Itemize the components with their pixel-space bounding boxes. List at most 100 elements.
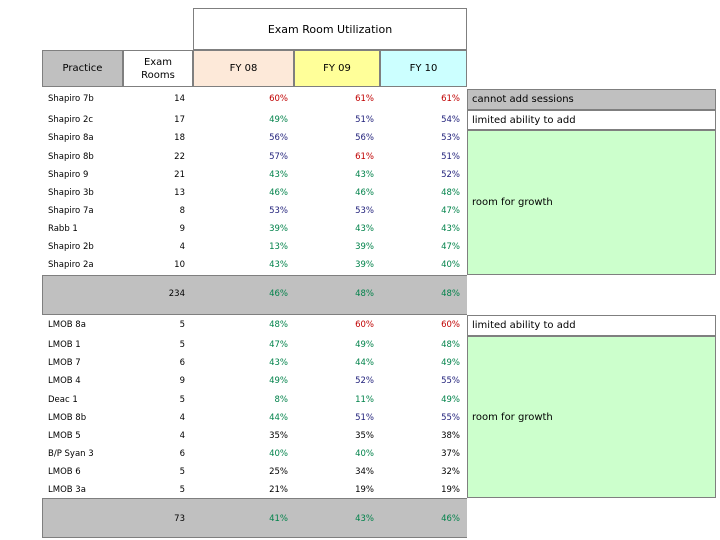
table-row-fy08: 8% — [274, 395, 289, 405]
table-row-fy10: 49% — [441, 358, 460, 368]
table-row-fy09: 49% — [355, 340, 374, 350]
note-room-for-growth-group2-text: room for growth — [472, 411, 553, 423]
table-row-name: Shapiro 2b — [48, 242, 94, 252]
table-row-fy09: 52% — [355, 376, 374, 386]
table-row-fy10: 55% — [441, 376, 460, 386]
note-limited-group1: limited ability to add — [467, 110, 716, 130]
table-row-rooms: 14 — [174, 94, 185, 104]
group2-total-fy09: 43% — [355, 514, 374, 524]
table-row-fy08: 57% — [269, 152, 288, 162]
table-row-fy08: 43% — [269, 260, 288, 270]
table-row-fy10: 47% — [441, 206, 460, 216]
table-row-fy09: 46% — [355, 188, 374, 198]
table-row-fy10: 55% — [441, 413, 460, 423]
table-row-rooms: 13 — [174, 188, 185, 198]
table-row-fy09: 19% — [355, 485, 374, 495]
table-row-fy08: 49% — [269, 376, 288, 386]
table-row-fy08: 25% — [269, 467, 288, 477]
table-row-name: Deac 1 — [48, 395, 78, 405]
table-row-rooms: 5 — [179, 340, 185, 350]
table-row-name: Shapiro 8a — [48, 133, 94, 143]
table-row-rooms: 4 — [179, 413, 185, 423]
table-row-fy09: 39% — [355, 242, 374, 252]
table-row-rooms: 6 — [179, 449, 185, 459]
table-row-fy09: 44% — [355, 358, 374, 368]
table-row-rooms: 21 — [174, 170, 185, 180]
table-row-name: LMOB 4 — [48, 376, 81, 386]
table-row-rooms: 5 — [179, 485, 185, 495]
note-cannot-add-text: cannot add sessions — [472, 94, 574, 105]
table-row-fy10: 43% — [441, 224, 460, 234]
table-row-name: Shapiro 7a — [48, 206, 94, 216]
table-row-fy10: 48% — [441, 188, 460, 198]
table-row-name: Rabb 1 — [48, 224, 78, 234]
table-row-fy09: 61% — [355, 152, 374, 162]
note-limited-group1-text: limited ability to add — [472, 114, 576, 126]
table-row-name: B/P Syan 3 — [48, 449, 94, 459]
header-fy09: FY 09 — [294, 50, 380, 87]
table-row-fy08: 49% — [269, 115, 288, 125]
table-row-fy09: 34% — [355, 467, 374, 477]
table-row-name: Shapiro 2c — [48, 115, 94, 125]
table-row-rooms: 18 — [174, 133, 185, 143]
note-cannot-add: cannot add sessions — [467, 89, 716, 110]
header-exam-rooms-label: Exam Rooms — [141, 56, 175, 81]
table-row-fy08: 53% — [269, 206, 288, 216]
group1-total-fy09: 48% — [355, 289, 374, 299]
table-row-rooms: 4 — [179, 431, 185, 441]
group2-total-fy10: 46% — [441, 514, 460, 524]
note-room-for-growth-group1-text: room for growth — [472, 197, 553, 208]
table-row-rooms: 10 — [174, 260, 185, 270]
table-row-fy09: 51% — [355, 413, 374, 423]
table-row-fy10: 51% — [441, 152, 460, 162]
table-row-fy10: 60% — [441, 320, 460, 330]
header-practice-label: Practice — [62, 63, 103, 74]
table-row-fy08: 46% — [269, 188, 288, 198]
table-row-name: LMOB 8b — [48, 413, 87, 423]
table-row-name: LMOB 8a — [48, 320, 86, 330]
table-row-name: LMOB 7 — [48, 358, 81, 368]
table-row-fy10: 49% — [441, 395, 460, 405]
table-row-fy09: 60% — [355, 320, 374, 330]
table-row-rooms: 5 — [179, 467, 185, 477]
table-row-fy10: 38% — [441, 431, 460, 441]
table-row-name: LMOB 1 — [48, 340, 81, 350]
table-row-fy10: 53% — [441, 133, 460, 143]
header-fy10: FY 10 — [380, 50, 467, 87]
table-row-name: Shapiro 7b — [48, 94, 94, 104]
table-row-rooms: 17 — [174, 115, 185, 125]
table-row-fy10: 52% — [441, 170, 460, 180]
table-row-fy09: 61% — [355, 94, 374, 104]
table-row-rooms: 4 — [179, 242, 185, 252]
header-fy08: FY 08 — [193, 50, 294, 87]
table-row-fy08: 44% — [269, 413, 288, 423]
table-row-rooms: 22 — [174, 152, 185, 162]
table-row-name: LMOB 5 — [48, 431, 81, 441]
group1-total-band — [42, 275, 467, 315]
table-title: Exam Room Utilization — [193, 8, 467, 50]
table-title-text: Exam Room Utilization — [267, 22, 393, 36]
table-row-rooms: 5 — [179, 395, 185, 405]
table-row-name: Shapiro 3b — [48, 188, 94, 198]
table-row-rooms: 6 — [179, 358, 185, 368]
table-row-fy09: 53% — [355, 206, 374, 216]
table-row-name: Shapiro 9 — [48, 170, 89, 180]
table-row-fy08: 60% — [269, 94, 288, 104]
table-row-fy10: 54% — [441, 115, 460, 125]
note-room-for-growth-group1: room for growth — [467, 130, 716, 275]
table-row-fy09: 43% — [355, 170, 374, 180]
table-row-fy10: 40% — [441, 260, 460, 270]
header-fy08-label: FY 08 — [229, 63, 258, 74]
table-row-fy08: 43% — [269, 358, 288, 368]
table-row-fy09: 56% — [355, 133, 374, 143]
table-row-fy08: 13% — [269, 242, 288, 252]
table-row-fy08: 43% — [269, 170, 288, 180]
table-row-fy09: 39% — [355, 260, 374, 270]
table-row-name: LMOB 3a — [48, 485, 86, 495]
note-limited-group2: limited ability to add — [467, 315, 716, 336]
table-row-fy10: 37% — [441, 449, 460, 459]
group1-total-rooms: 234 — [168, 289, 185, 299]
table-row-fy08: 39% — [269, 224, 288, 234]
table-row-fy09: 35% — [355, 431, 374, 441]
table-row-rooms: 5 — [179, 320, 185, 330]
